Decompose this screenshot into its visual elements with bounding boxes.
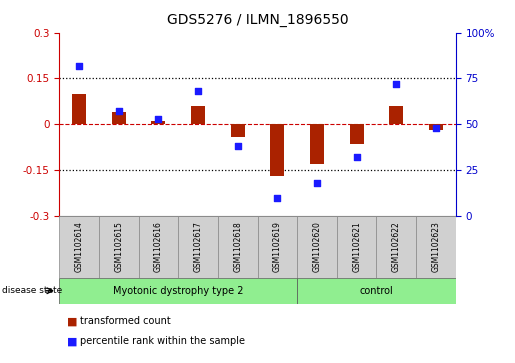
Bar [59, 216, 99, 278]
Bar [350, 124, 364, 144]
Text: GSM1102615: GSM1102615 [114, 221, 123, 272]
Text: ■: ■ [67, 316, 77, 326]
Point [233, 143, 242, 149]
Point [75, 63, 83, 69]
Text: GSM1102617: GSM1102617 [194, 221, 202, 272]
Bar [151, 121, 165, 124]
Point [392, 81, 401, 87]
Text: GSM1102621: GSM1102621 [352, 221, 361, 272]
Bar [191, 106, 205, 124]
Bar [297, 278, 456, 304]
Bar [218, 216, 258, 278]
Bar [270, 124, 284, 176]
Bar [99, 216, 139, 278]
Bar [72, 94, 86, 124]
Text: GSM1102619: GSM1102619 [273, 221, 282, 272]
Text: GSM1102620: GSM1102620 [313, 221, 321, 272]
Point [154, 116, 162, 122]
Point [352, 154, 360, 160]
Bar [178, 216, 218, 278]
Point [194, 89, 202, 94]
Text: GDS5276 / ILMN_1896550: GDS5276 / ILMN_1896550 [167, 13, 348, 27]
Text: GSM1102623: GSM1102623 [432, 221, 440, 272]
Text: percentile rank within the sample: percentile rank within the sample [80, 336, 245, 346]
Text: ■: ■ [67, 336, 77, 346]
Text: GSM1102616: GSM1102616 [154, 221, 163, 272]
Text: disease state: disease state [2, 286, 62, 295]
Bar [231, 124, 245, 136]
Bar [389, 106, 403, 124]
Bar [258, 216, 297, 278]
Bar [429, 124, 443, 130]
Point [273, 195, 281, 200]
Text: GSM1102614: GSM1102614 [75, 221, 83, 272]
Bar [139, 216, 178, 278]
Text: transformed count: transformed count [80, 316, 170, 326]
Bar [337, 216, 376, 278]
Text: Myotonic dystrophy type 2: Myotonic dystrophy type 2 [113, 286, 244, 296]
Text: GSM1102622: GSM1102622 [392, 221, 401, 272]
Point [432, 125, 440, 131]
Point [114, 109, 123, 114]
Bar [59, 278, 297, 304]
Bar [416, 216, 456, 278]
Text: control: control [359, 286, 393, 296]
Bar [376, 216, 416, 278]
Bar [297, 216, 337, 278]
Bar [112, 112, 126, 124]
Point [313, 180, 321, 186]
Text: GSM1102618: GSM1102618 [233, 221, 242, 272]
Bar [310, 124, 324, 164]
